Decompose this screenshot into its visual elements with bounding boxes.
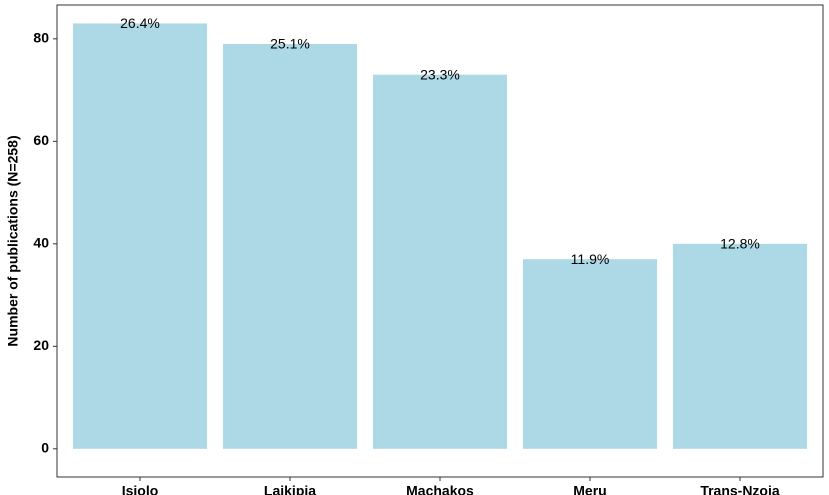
- y-axis-title: Number of publications (N=258): [5, 135, 21, 346]
- bar: [372, 74, 508, 449]
- bar: [522, 259, 658, 449]
- y-tick-label: 0: [41, 440, 49, 456]
- bar: [672, 243, 808, 449]
- y-tick-label: 40: [33, 235, 49, 251]
- x-tick-label: Machakos: [406, 483, 474, 495]
- data-label: 11.9%: [571, 251, 610, 267]
- x-tick-label: Meru: [573, 483, 606, 495]
- y-tick-label: 80: [33, 30, 49, 46]
- y-tick-label: 20: [33, 337, 49, 353]
- data-label: 12.8%: [720, 236, 760, 252]
- data-label: 26.4%: [120, 15, 160, 31]
- data-label: 25.1%: [270, 36, 310, 52]
- x-tick-label: Isiolo: [122, 483, 159, 495]
- bar: [72, 23, 208, 449]
- x-tick-label: Laikipia: [264, 483, 316, 495]
- y-tick-label: 60: [33, 132, 49, 148]
- x-tick-label: Trans-Nzoia: [700, 483, 780, 495]
- bar: [222, 43, 358, 449]
- data-label: 23.3%: [420, 66, 460, 82]
